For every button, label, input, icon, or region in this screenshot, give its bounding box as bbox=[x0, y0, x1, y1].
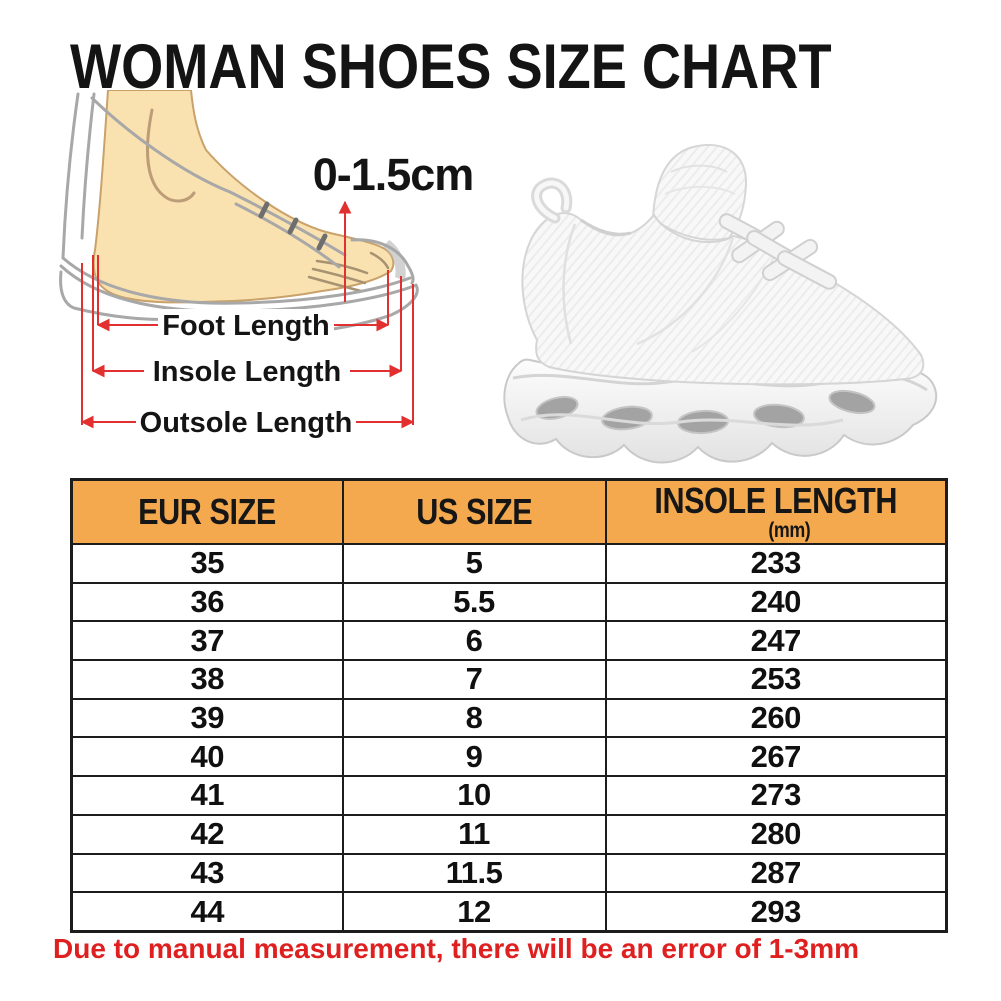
header-us-size-label: US SIZE bbox=[415, 491, 533, 532]
outsole-length-label: Outsole Length bbox=[140, 407, 353, 439]
cell-eur-size: 35 bbox=[70, 543, 344, 584]
cell-insole-length: 293 bbox=[604, 891, 948, 933]
table-row: 40 9 267 bbox=[70, 736, 948, 778]
table-row: 35 5 233 bbox=[70, 543, 948, 584]
sneaker-laces bbox=[718, 213, 838, 290]
foot-measurement-diagram: Foot Length Insole Length Outsole Length… bbox=[59, 90, 474, 439]
insole-length-label: Insole Length bbox=[153, 356, 342, 388]
cell-us-size: 12 bbox=[341, 891, 607, 933]
ankle-line bbox=[146, 108, 196, 203]
cell-insole-length: 273 bbox=[604, 775, 948, 816]
cell-eur-size: 39 bbox=[70, 697, 344, 739]
sneaker-photo bbox=[503, 143, 938, 464]
cell-insole-length: 287 bbox=[604, 852, 948, 894]
sneaker-upper bbox=[521, 143, 925, 386]
label-mask bbox=[144, 355, 350, 387]
cell-us-size: 8 bbox=[341, 697, 607, 739]
cell-us-size: 9 bbox=[341, 736, 607, 778]
cell-eur-size: 38 bbox=[70, 659, 344, 700]
cell-eur-size: 41 bbox=[70, 775, 344, 816]
toe-gap-shading bbox=[383, 240, 406, 281]
table-row: 43 11.5 287 bbox=[70, 852, 948, 894]
cell-eur-size: 37 bbox=[70, 620, 344, 662]
header-insole-length-label: INSOLE LENGTH bbox=[654, 479, 898, 521]
cell-eur-size: 43 bbox=[70, 852, 344, 894]
toe-lines bbox=[307, 251, 390, 293]
cell-insole-length: 247 bbox=[604, 620, 948, 662]
table-row: 39 8 260 bbox=[70, 697, 948, 739]
table-row: 38 7 253 bbox=[70, 659, 948, 700]
table-row: 37 6 247 bbox=[70, 620, 948, 662]
lace-hooks bbox=[258, 201, 328, 251]
cell-eur-size: 36 bbox=[70, 581, 344, 623]
sneaker-body bbox=[521, 212, 925, 386]
table-row: 36 5.5 240 bbox=[70, 581, 948, 623]
header-eur-size-label: EUR SIZE bbox=[138, 491, 277, 532]
cell-us-size: 7 bbox=[341, 659, 607, 700]
cell-us-size: 11.5 bbox=[341, 852, 607, 894]
foot-length-label: Foot Length bbox=[162, 310, 330, 342]
table-row: 42 11 280 bbox=[70, 813, 948, 855]
cell-us-size: 10 bbox=[341, 775, 607, 816]
header-us-size: US SIZE bbox=[341, 478, 607, 545]
shoe-outline bbox=[59, 92, 419, 337]
cell-us-size: 6 bbox=[341, 620, 607, 662]
header-insole-length: INSOLE LENGTH (mm) bbox=[604, 478, 948, 545]
cell-insole-length: 233 bbox=[604, 543, 948, 584]
cell-insole-length: 253 bbox=[604, 659, 948, 700]
table-header-row: EUR SIZE US SIZE INSOLE LENGTH (mm) bbox=[70, 478, 948, 545]
cell-us-size: 11 bbox=[341, 813, 607, 855]
cell-us-size: 5 bbox=[341, 543, 607, 584]
header-eur-size: EUR SIZE bbox=[70, 478, 344, 545]
measurement-note: Due to manual measurement, there will be… bbox=[53, 933, 859, 964]
table-row: 44 12 293 bbox=[70, 891, 948, 933]
cell-eur-size: 44 bbox=[70, 891, 344, 933]
label-mask bbox=[136, 406, 356, 438]
table-row: 41 10 273 bbox=[70, 775, 948, 816]
cell-eur-size: 42 bbox=[70, 813, 344, 855]
size-table: EUR SIZE US SIZE INSOLE LENGTH (mm) 35 5… bbox=[70, 478, 948, 933]
label-mask bbox=[158, 309, 334, 341]
gap-label: 0-1.5cm bbox=[313, 149, 474, 200]
cell-insole-length: 280 bbox=[604, 813, 948, 855]
cell-us-size: 5.5 bbox=[341, 581, 607, 623]
cell-eur-size: 40 bbox=[70, 736, 344, 778]
header-insole-unit: (mm) bbox=[768, 518, 811, 542]
page-title: WOMAN SHOES SIZE CHART bbox=[70, 32, 832, 102]
cell-insole-length: 267 bbox=[604, 736, 948, 778]
cell-insole-length: 240 bbox=[604, 581, 948, 623]
cell-insole-length: 260 bbox=[604, 697, 948, 739]
